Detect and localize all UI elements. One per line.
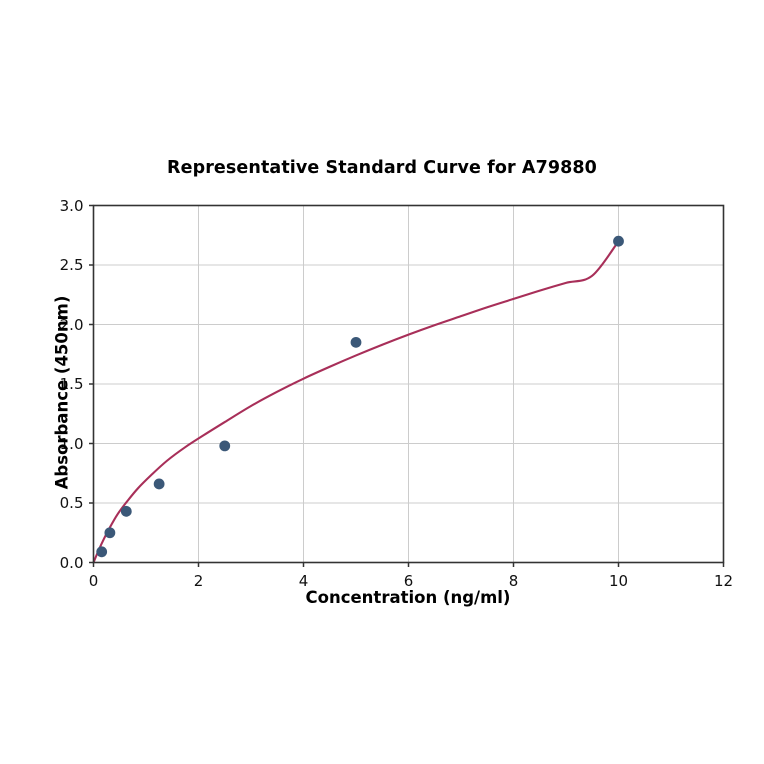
data-point [350, 336, 362, 348]
fitted-curve [92, 240, 620, 564]
x-tick-label: 4 [298, 571, 309, 590]
standard-curve-line [92, 240, 620, 564]
x-tick-label: 10 [608, 571, 629, 590]
data-point [104, 527, 116, 539]
y-tick-label: 1.0 [59, 434, 84, 453]
gridlines [93, 205, 724, 563]
x-tick-label: 6 [403, 571, 414, 590]
y-tick-label: 0.5 [59, 494, 84, 512]
chart-title: Representative Standard Curve for A79880 [167, 158, 597, 178]
x-axis-label: Concentration (ng/ml) [305, 588, 511, 607]
data-point [96, 546, 108, 558]
x-tick-label: 2 [193, 571, 204, 590]
data-point [120, 505, 132, 517]
x-tick-label: 12 [713, 571, 734, 590]
x-tick-label: 0 [88, 571, 99, 590]
y-tick-label: 1.5 [59, 375, 84, 393]
y-tick-label: 2.5 [59, 256, 84, 274]
y-tick-label: 2.0 [59, 315, 84, 334]
y-tick-label: 3.0 [59, 196, 84, 215]
x-tick-label: 8 [508, 571, 519, 590]
data-point [153, 478, 165, 490]
axis-ticks [89, 204, 725, 567]
data-point [219, 440, 231, 452]
data-point [613, 235, 624, 247]
data-points [96, 235, 624, 558]
y-tick-label: 0.0 [59, 553, 84, 572]
y-axis-label: Absorbance (450nm) [52, 295, 72, 490]
